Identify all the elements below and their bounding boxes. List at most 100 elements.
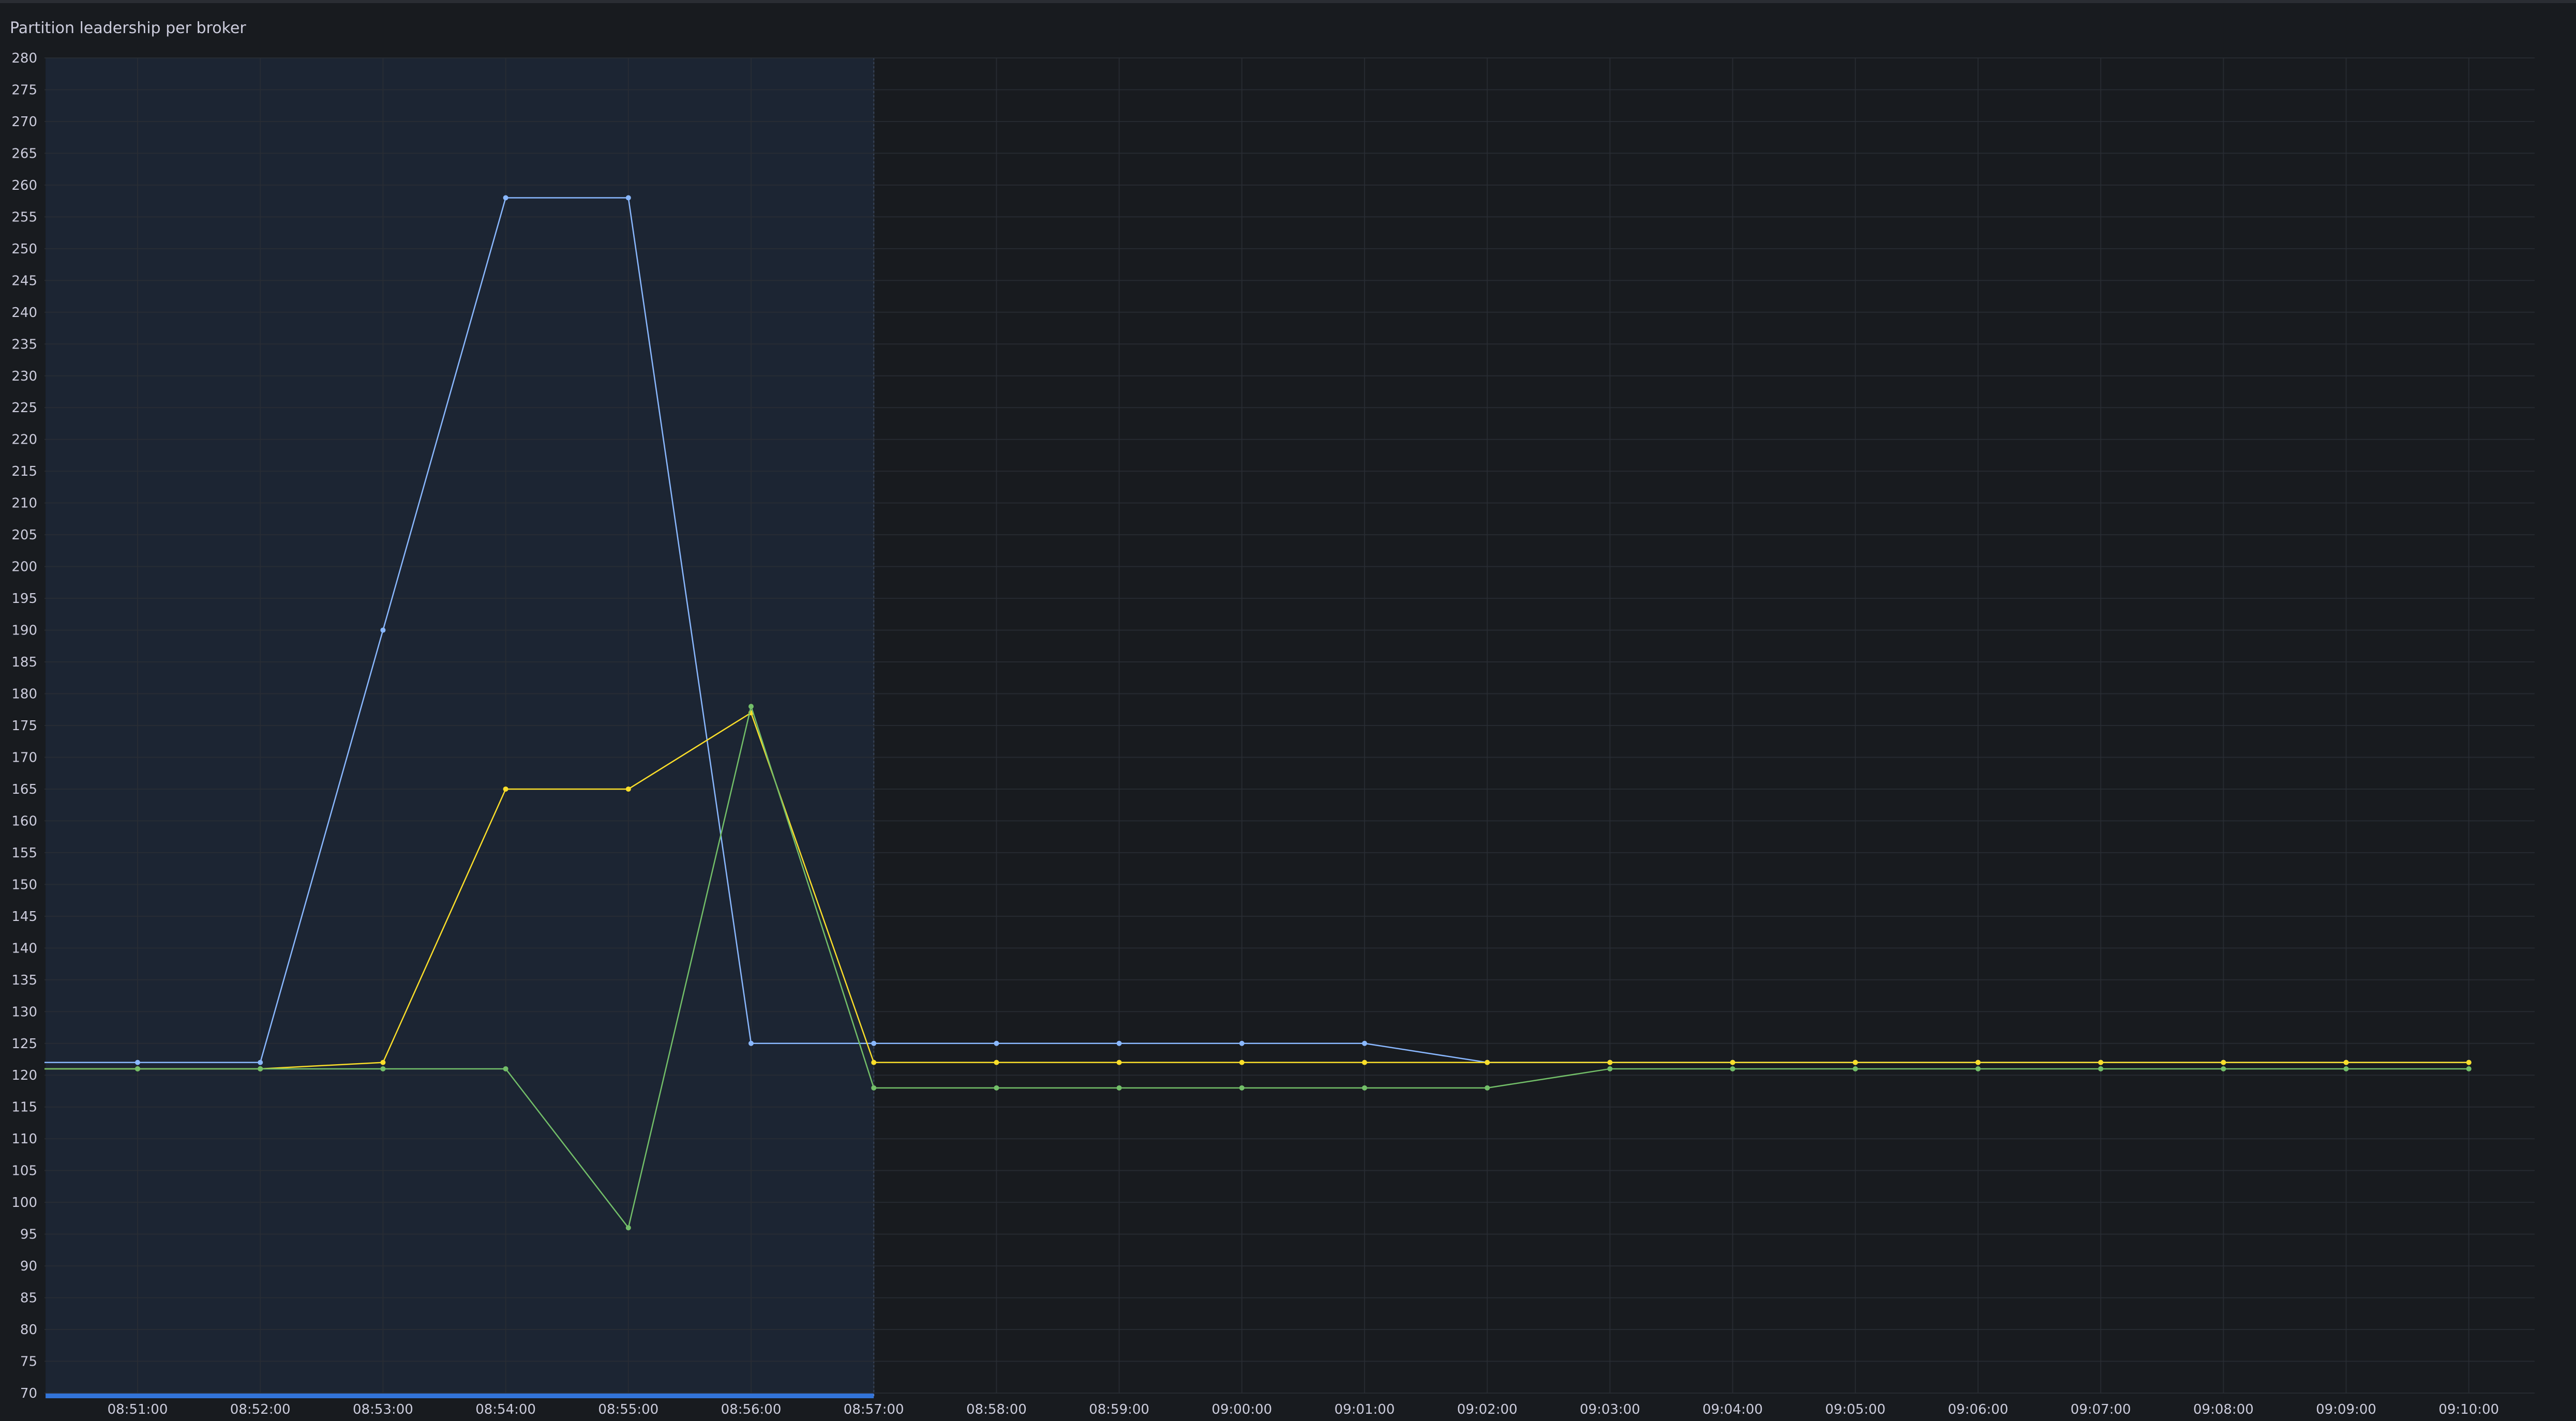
x-tick-label: 08:52:00 [230,1402,291,1417]
y-tick-label: 135 [11,973,37,988]
series-green-point[interactable] [2343,1066,2349,1071]
series-blue-point[interactable] [994,1040,999,1046]
y-tick-label: 250 [11,241,37,257]
series-green-point[interactable] [1852,1066,1858,1071]
y-tick-label: 75 [20,1354,37,1370]
y-tick-label: 180 [11,687,37,702]
x-tick-label: 08:57:00 [844,1402,904,1417]
series-blue-point[interactable] [135,1060,140,1065]
y-tick-label: 270 [11,114,37,130]
series-yellow-point[interactable] [2221,1060,2226,1065]
y-tick-label: 130 [11,1004,37,1020]
series-blue-point[interactable] [748,1040,754,1046]
series-blue-point[interactable] [1362,1040,1367,1046]
series-yellow-point[interactable] [2098,1060,2104,1065]
y-tick-label: 265 [11,146,37,161]
series-yellow-point[interactable] [2466,1060,2472,1065]
x-tick-label: 09:09:00 [2316,1402,2376,1417]
series-green-point[interactable] [1485,1085,1490,1091]
y-tick-label: 210 [11,496,37,511]
x-tick-label: 09:07:00 [2071,1402,2131,1417]
x-tick-label: 08:59:00 [1089,1402,1149,1417]
y-tick-label: 230 [11,369,37,384]
y-tick-label: 85 [20,1291,37,1306]
y-tick-label: 160 [11,813,37,829]
x-tick-label: 08:58:00 [966,1402,1027,1417]
series-green-point[interactable] [1975,1066,1981,1071]
series-green-point[interactable] [2221,1066,2226,1071]
series-blue-point[interactable] [258,1060,263,1065]
series-yellow-point[interactable] [1362,1060,1367,1065]
series-green-point[interactable] [1607,1066,1613,1071]
series-green-point[interactable] [994,1085,999,1091]
series-green-point[interactable] [1239,1085,1245,1091]
y-tick-label: 140 [11,941,37,956]
series-green-point[interactable] [2466,1066,2472,1071]
y-tick-label: 125 [11,1036,37,1052]
y-tick-label: 225 [11,400,37,416]
y-tick-label: 260 [11,178,37,193]
series-yellow-point[interactable] [503,786,508,792]
series-green-point[interactable] [135,1066,140,1071]
panel-header: Partition leadership per broker [10,12,246,43]
series-yellow-point[interactable] [1730,1060,1735,1065]
y-tick-label: 165 [11,782,37,797]
series-green-point[interactable] [625,1225,631,1231]
series-yellow-point[interactable] [994,1060,999,1065]
y-tick-label: 205 [11,527,37,543]
series-yellow-point[interactable] [1239,1060,1245,1065]
series-blue-point[interactable] [625,195,631,201]
x-tick-label: 09:10:00 [2438,1402,2499,1417]
x-tick-label: 08:56:00 [721,1402,782,1417]
x-tick-label: 08:53:00 [353,1402,413,1417]
x-tick-label: 09:01:00 [1335,1402,1395,1417]
line-chart[interactable]: 70 75 80 85 90 95 100 105 110 115 120 125 130 135 140 1… [0,3,2576,1421]
series-yellow-point[interactable] [1975,1060,1981,1065]
y-tick-label: 200 [11,560,37,575]
y-tick-label: 80 [20,1322,37,1338]
series-green-point[interactable] [2098,1066,2104,1071]
series-yellow-point[interactable] [1116,1060,1122,1065]
x-tick-label: 09:08:00 [2193,1402,2254,1417]
y-tick-label: 70 [20,1386,37,1401]
series-blue-point[interactable] [380,627,386,633]
series-yellow-point[interactable] [380,1060,386,1065]
series-yellow-point[interactable] [1485,1060,1490,1065]
selected-range-bar[interactable] [46,1393,874,1398]
series-yellow-point[interactable] [871,1060,877,1065]
y-tick-label: 110 [11,1131,37,1147]
series-green-point[interactable] [1730,1066,1735,1071]
y-tick-label: 215 [11,464,37,479]
y-tick-label: 255 [11,209,37,225]
y-tick-label: 185 [11,655,37,670]
series-green-point[interactable] [748,704,754,709]
series-green-point[interactable] [871,1085,877,1091]
x-tick-label: 08:51:00 [108,1402,168,1417]
y-tick-label: 105 [11,1163,37,1179]
y-tick-label: 155 [11,845,37,861]
y-tick-label: 115 [11,1100,37,1115]
series-green-point[interactable] [503,1066,508,1071]
y-tick-label: 195 [11,591,37,607]
series-green-point[interactable] [1362,1085,1367,1091]
panel-title: Partition leadership per broker [10,19,246,37]
series-blue-point[interactable] [1239,1040,1245,1046]
y-tick-label: 235 [11,337,37,352]
series-yellow-point[interactable] [2343,1060,2349,1065]
x-tick-label: 08:54:00 [475,1402,536,1417]
series-yellow-point[interactable] [1852,1060,1858,1065]
y-tick-label: 95 [20,1227,37,1243]
series-blue-point[interactable] [1116,1040,1122,1046]
series-green-point[interactable] [1116,1085,1122,1091]
x-tick-label: 08:55:00 [598,1402,658,1417]
y-tick-label: 190 [11,623,37,639]
series-blue-point[interactable] [871,1040,877,1046]
y-tick-label: 280 [11,51,37,66]
x-tick-label: 09:03:00 [1580,1402,1640,1417]
series-blue-point[interactable] [503,195,508,201]
series-green-point[interactable] [380,1066,386,1071]
series-green-point[interactable] [258,1066,263,1071]
y-tick-label: 150 [11,877,37,893]
series-yellow-point[interactable] [625,786,631,792]
series-yellow-point[interactable] [1607,1060,1613,1065]
